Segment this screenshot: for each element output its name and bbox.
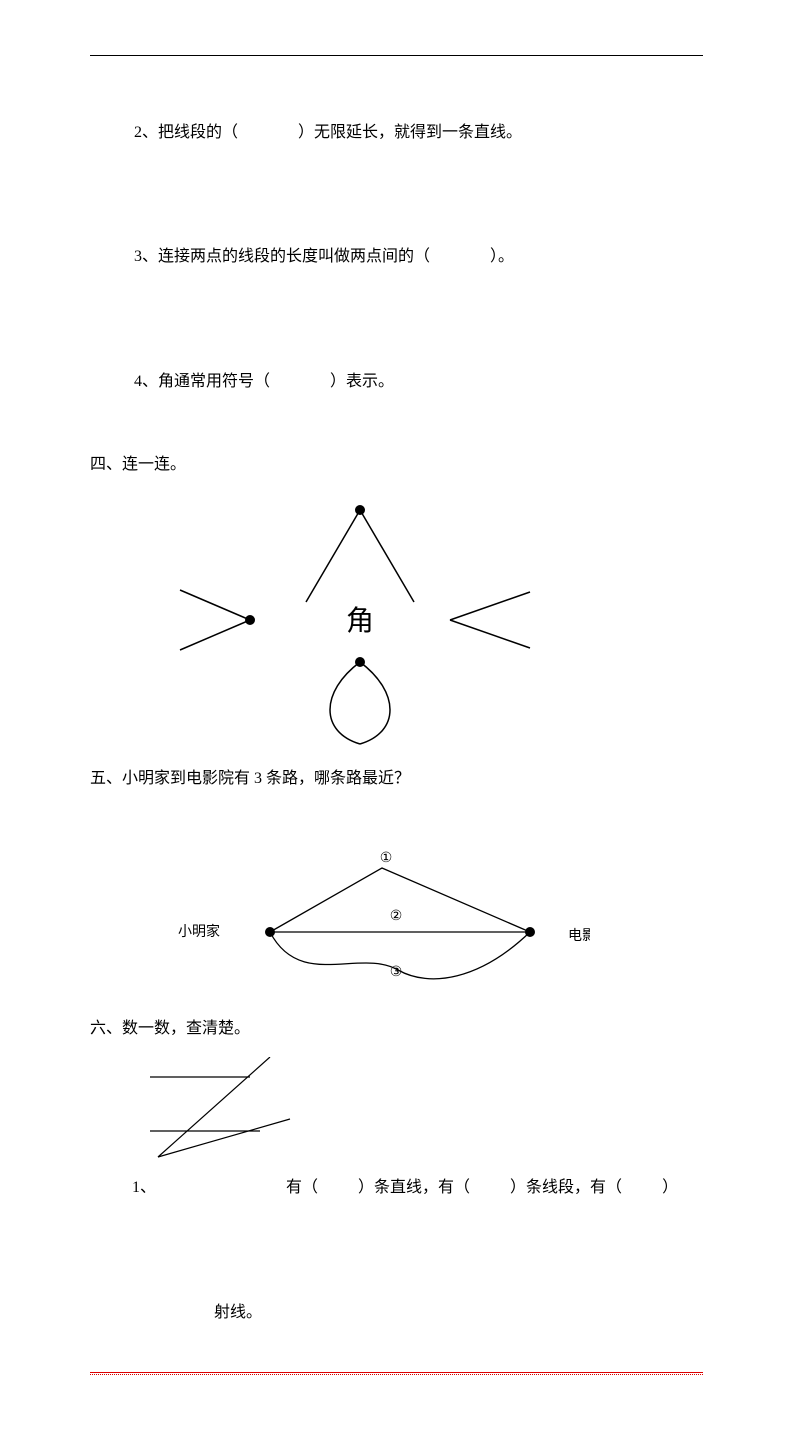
count-svg — [140, 1057, 300, 1167]
q6-1-t5: 射线。 — [214, 1304, 262, 1321]
question-4: 4、角通常用符号（ ）表示。 — [90, 320, 703, 445]
svg-text:③: ③ — [390, 965, 403, 980]
svg-text:①: ① — [380, 851, 393, 866]
bottom-rule — [90, 1372, 703, 1375]
q3-prefix: 3、连接两点的线段的长度叫做两点间的（ — [134, 248, 430, 265]
q3-suffix: ）。 — [490, 248, 514, 265]
section-6-title: 六、数一数，查清楚。 — [90, 1008, 703, 1050]
q2-prefix: 2、把线段的（ — [134, 124, 238, 141]
top-rule — [90, 55, 703, 56]
q6-1-t2: ）条直线，有（ — [358, 1179, 470, 1196]
paths-diagram: 小明家 电影院 ① ② ③ — [90, 840, 703, 1000]
count-diagram — [140, 1057, 300, 1167]
svg-text:电影院: 电影院 — [568, 928, 590, 944]
q6-1-number: 1、 — [132, 1179, 156, 1196]
section-4-title: 四、连一连。 — [90, 444, 703, 486]
paths-svg: 小明家 电影院 ① ② ③ — [150, 840, 590, 1000]
q4-suffix: ）表示。 — [330, 373, 394, 390]
q6-1-t4: ） — [662, 1179, 678, 1196]
question-2: 2、把线段的（ ）无限延长，就得到一条直线。 — [90, 70, 703, 195]
section-5-title: 五、小明家到电影院有 3 条路，哪条路最近？ — [90, 758, 703, 800]
svg-text:角: 角 — [346, 605, 374, 637]
question-6-1-line2: 射线。 — [90, 1250, 703, 1375]
question-3: 3、连接两点的线段的长度叫做两点间的（ ）。 — [90, 195, 703, 320]
svg-text:小明家: 小明家 — [178, 923, 220, 940]
q2-suffix: ）无限延长，就得到一条直线。 — [298, 124, 522, 141]
q6-1-t3: ）条线段，有（ — [510, 1179, 622, 1196]
q6-1-t1: 有（ — [286, 1179, 318, 1196]
svg-text:②: ② — [390, 909, 403, 924]
q4-prefix: 4、角通常用符号（ — [134, 373, 270, 390]
angle-diagram: 角 — [90, 492, 703, 752]
angle-svg: 角 — [150, 492, 570, 752]
